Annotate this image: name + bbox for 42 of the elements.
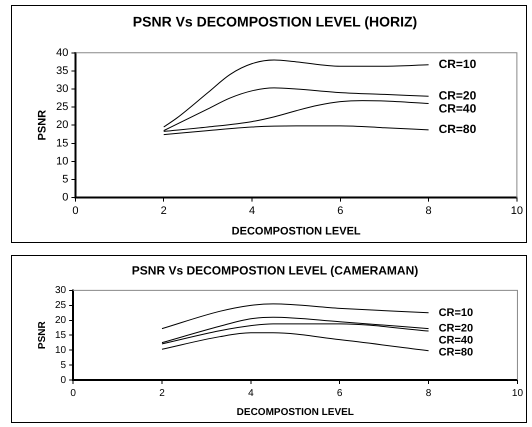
x-tick-label: 10 [512,388,524,399]
y-tick-label: 30 [55,285,67,296]
y-tick-label: 5 [62,174,68,186]
y-tick-label: 10 [56,155,68,168]
chart-title: PSNR Vs DECOMPOSTION LEVEL (HORIZ) [132,13,418,30]
y-tick-label: 10 [55,344,67,356]
y-tick-label: 25 [55,300,67,312]
x-tick-label: 10 [510,205,524,218]
x-tick-label: 4 [248,388,254,399]
y-tick-label: 20 [56,119,68,132]
x-tick-label: 6 [337,205,344,218]
x-tick-label: 2 [160,205,167,218]
series-label: CR=10 [438,306,474,319]
x-tick-label: 2 [159,388,166,399]
y-tick-label: 0 [60,374,67,386]
y-tick-label: 15 [56,137,68,150]
chart-title: PSNR Vs DECOMPOSTION LEVEL (CAMERAMAN) [132,264,418,278]
series-label: CR=40 [438,102,477,116]
x-axis-title: DECOMPOSTION LEVEL [236,406,354,418]
y-tick-label: 25 [56,101,68,114]
x-tick-label: 0 [72,205,78,218]
x-tick-label: 8 [426,205,432,218]
series-label: CR=80 [438,346,474,359]
x-tick-label: 0 [70,388,76,399]
x-tick-label: 4 [248,205,256,218]
series-label: CR=80 [438,122,477,136]
series-label: CR=20 [438,88,477,103]
y-tick-label: 15 [55,330,67,341]
x-tick-label: 8 [426,388,432,399]
y-tick-label: 30 [56,83,68,96]
series-label: CR=10 [438,57,477,72]
x-tick-label: 6 [336,388,343,399]
series-label: CR=40 [438,334,474,347]
y-tick-label: 40 [56,46,68,59]
x-axis-title: DECOMPOSTION LEVEL [232,225,361,238]
y-tick-label: 0 [62,192,68,204]
series-label: CR=20 [438,322,474,335]
y-tick-label: 20 [55,315,67,326]
y-axis-title: PSNR [36,320,48,350]
y-tick-label: 35 [56,64,68,77]
y-axis-title: PSNR [36,110,49,140]
y-tick-label: 5 [60,360,67,371]
